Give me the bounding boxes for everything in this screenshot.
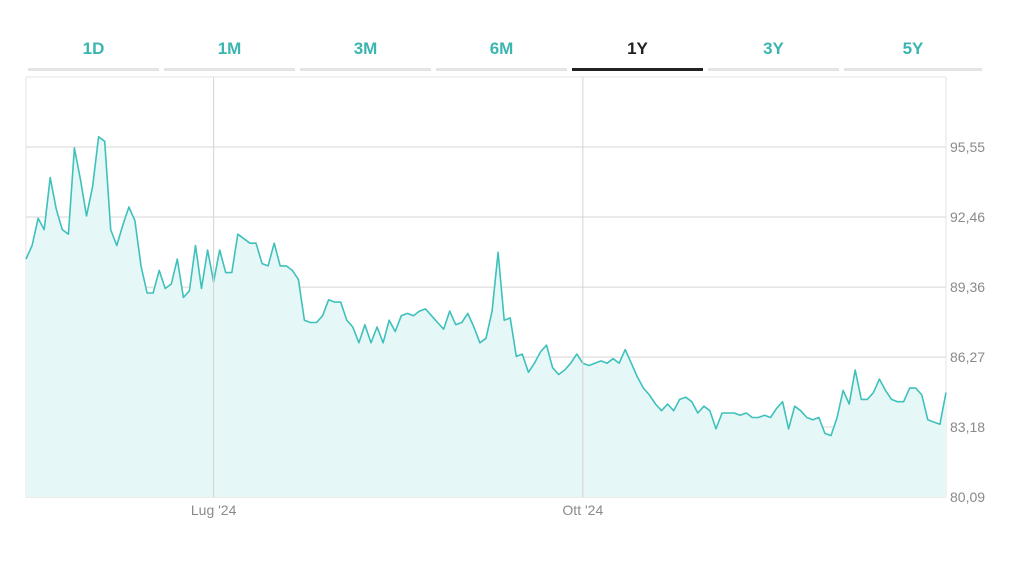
tab-label: 1M	[217, 39, 242, 58]
tab-1d[interactable]: 1D	[28, 36, 159, 72]
tab-6m[interactable]: 6M	[436, 36, 567, 72]
price-line	[25, 136, 947, 437]
tab-5y[interactable]: 5Y	[844, 36, 982, 72]
x-tick-label: Ott '24	[562, 502, 603, 518]
tab-underline	[164, 68, 295, 71]
tab-label: 1Y	[627, 39, 648, 58]
tab-label: 6M	[489, 39, 514, 58]
tab-label: 1D	[82, 39, 105, 58]
tab-underline	[28, 68, 159, 71]
tab-underline	[708, 68, 839, 71]
tab-label: 5Y	[902, 39, 924, 58]
tab-label: 3Y	[763, 39, 784, 58]
y-tick-label: 86,27	[950, 349, 985, 365]
tab-underline	[572, 68, 703, 71]
tab-label: 3M	[353, 39, 378, 58]
tab-3m[interactable]: 3M	[300, 36, 431, 72]
tab-1y[interactable]: 1Y	[572, 36, 703, 72]
chart-axes: 95,55 92,46 89,36 86,27 83,18 80,09 Lug '24 Ott…	[191, 139, 985, 518]
timeframe-tabs: 1D 1M 3M 6M 1Y 3Y 5Y	[28, 36, 982, 72]
tab-underline	[844, 68, 982, 71]
y-tick-label: 89,36	[950, 279, 985, 295]
x-gridlines	[213, 77, 584, 497]
x-tick-label: Lug '24	[191, 502, 237, 518]
tab-3y[interactable]: 3Y	[708, 36, 839, 72]
y-tick-label: 80,09	[950, 489, 985, 505]
y-tick-label: 95,55	[950, 139, 985, 155]
tab-underline	[436, 68, 567, 71]
tab-1m[interactable]: 1M	[164, 36, 295, 72]
price-area-fill	[26, 136, 946, 498]
y-tick-label: 83,18	[950, 419, 985, 435]
tab-underline	[300, 68, 431, 71]
y-tick-label: 92,46	[950, 209, 985, 225]
